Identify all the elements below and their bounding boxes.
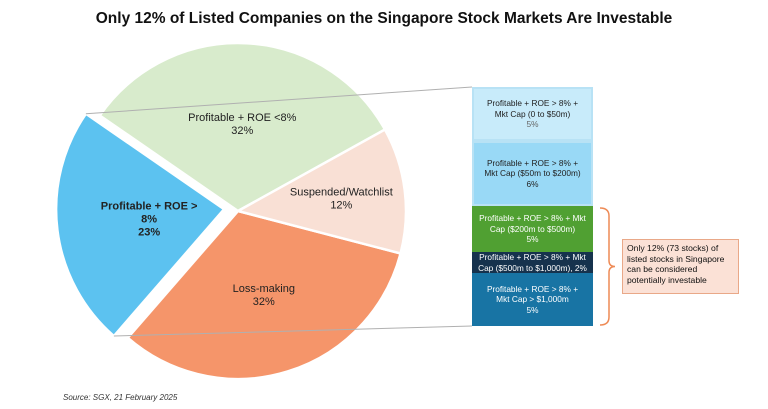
slice-label-2-line-2: 8% xyxy=(141,214,157,226)
bar-segment-5-line-2: Mkt Cap > $1,000m xyxy=(496,294,569,305)
slice-label-1-line-1: Profitable + ROE <8% xyxy=(188,112,296,124)
pie-slice-loss-making xyxy=(126,209,403,381)
callout-line-3: can be considered xyxy=(627,264,698,274)
callout-line-2: listed stocks in Singapore xyxy=(627,253,725,264)
slice-label-2-line-1: Profitable + ROE > xyxy=(101,201,198,213)
bar-segment-5: Profitable + ROE > 8% + Mkt Cap > $1,000m… xyxy=(472,273,593,326)
source-note: Source: SGX, 21 February 2025 xyxy=(63,393,178,402)
bar-segment-3-line-3: 5% xyxy=(526,234,539,245)
bar-segment-3-line-1: Profitable + ROE > 8% + Mkt xyxy=(479,213,586,224)
slice-label-1-line-2: 32% xyxy=(231,125,253,137)
slice-label-3-line-2: 32% xyxy=(253,296,275,308)
bar-segment-5-line-3: 5% xyxy=(526,304,539,315)
investable-callout: Only 12% (73 stocks) of listed stocks in… xyxy=(622,239,739,294)
bar-segment-3-line-2: Cap ($200m to $500m) xyxy=(489,223,576,234)
connector-line-bottom xyxy=(113,325,473,337)
bar-segment-2-line-3: 6% xyxy=(526,178,539,189)
pie-slice-profitable-roe-8 xyxy=(54,112,226,338)
pie-slice-suspended-watchlist xyxy=(234,127,408,255)
slice-label-4-line-2: 12% xyxy=(330,199,352,211)
investable-bracket xyxy=(599,207,616,326)
bar-segment-3: Profitable + ROE > 8% + Mkt Cap ($200m to… xyxy=(472,206,593,252)
bar-segment-1-line-2: Mkt Cap (0 to $50m) xyxy=(494,108,571,119)
slice-label-4-line-1: Suspended/Watchlist xyxy=(290,186,393,198)
callout-line-4: potentially investable xyxy=(627,274,707,285)
connector-line-top xyxy=(85,86,473,115)
slice-label-3-line-1: Loss-making xyxy=(233,283,295,295)
bar-segment-1-line-1: Profitable + ROE > 8% + xyxy=(486,98,579,109)
bar-segment-2: Profitable + ROE > 8% + Mkt Cap ($50m to … xyxy=(472,141,593,206)
bar-segment-1-line-3: 5% xyxy=(526,119,539,130)
callout-line-1: Only 12% (73 stocks) of xyxy=(627,243,719,253)
bar-segment-4-line-1: Profitable + ROE > 8% + Mkt xyxy=(479,252,586,262)
bar-segment-1: Profitable + ROE > 8% + Mkt Cap (0 to $50… xyxy=(472,87,593,141)
bar-segment-4: Profitable + ROE > 8% + Mkt Cap ($500m to… xyxy=(472,252,593,273)
chart-title: Only 12% of Listed Companies on the Sing… xyxy=(95,10,673,27)
bar-segment-5-line-1: Profitable + ROE > 8% + xyxy=(486,283,579,294)
bar-segment-2-line-2: Mkt Cap ($50m to $200m) xyxy=(484,168,581,179)
slice-label-2-line-3: 23% xyxy=(138,227,160,239)
bar-segment-2-line-1: Profitable + ROE > 8% + xyxy=(486,157,579,168)
bar-segment-4-line-2: Cap ($500m to $1,000m), 2% xyxy=(478,262,587,273)
